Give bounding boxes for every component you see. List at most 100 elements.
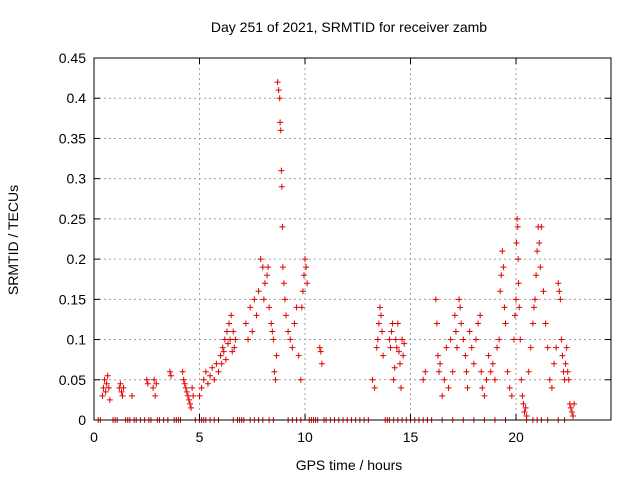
data-point — [511, 312, 518, 319]
x-tick-label: 15 — [403, 429, 419, 445]
data-point — [198, 384, 205, 391]
data-point — [106, 396, 113, 403]
data-point — [144, 380, 151, 387]
data-point — [376, 304, 383, 311]
x-axis-label: GPS time / hours — [296, 457, 403, 473]
data-point — [99, 392, 106, 399]
data-point — [515, 256, 522, 263]
data-point — [207, 372, 214, 379]
data-point — [468, 344, 475, 351]
data-point — [478, 368, 485, 375]
data-point — [202, 368, 209, 375]
data-point — [179, 368, 186, 375]
data-point — [388, 328, 395, 335]
data-point — [396, 360, 403, 367]
data-point — [265, 264, 272, 271]
data-point — [180, 376, 187, 383]
data-point — [266, 304, 273, 311]
data-point — [497, 288, 504, 295]
data-point — [377, 312, 384, 319]
grid-lines — [94, 58, 611, 420]
data-point — [209, 364, 216, 371]
data-point — [434, 352, 441, 359]
data-point — [449, 368, 456, 375]
data-point — [510, 336, 517, 343]
data-point — [253, 312, 260, 319]
data-point — [445, 384, 452, 391]
data-point — [152, 392, 159, 399]
data-point — [229, 348, 236, 355]
data-point — [255, 288, 262, 295]
y-tick-label: 0.3 — [67, 171, 87, 187]
data-point — [564, 368, 571, 375]
data-point — [557, 296, 564, 303]
data-point — [514, 223, 521, 230]
data-point — [285, 328, 292, 335]
data-point — [567, 404, 574, 411]
data-point — [274, 79, 281, 86]
x-tick-label: 20 — [508, 429, 524, 445]
data-point — [475, 320, 482, 327]
data-point — [278, 183, 285, 190]
data-point — [293, 304, 300, 311]
data-point — [452, 328, 459, 335]
y-tick-label: 0.25 — [59, 211, 86, 227]
data-point — [189, 384, 196, 391]
y-tick-label: 0.45 — [59, 50, 86, 66]
data-point — [518, 376, 525, 383]
data-point — [183, 388, 190, 395]
data-point — [279, 223, 286, 230]
x-tick-label: 0 — [90, 429, 98, 445]
data-point — [500, 264, 507, 271]
data-point — [188, 404, 195, 411]
data-point — [432, 296, 439, 303]
x-tick-label: 5 — [196, 429, 204, 445]
data-point — [281, 296, 288, 303]
y-tick-label: 0.1 — [67, 332, 87, 348]
data-point — [299, 288, 306, 295]
data-point — [538, 223, 545, 230]
data-point — [268, 320, 275, 327]
data-point — [517, 336, 524, 343]
data-point — [118, 388, 125, 395]
data-point — [534, 248, 541, 255]
data-point — [101, 376, 108, 383]
data-point — [562, 360, 569, 367]
data-point — [506, 384, 513, 391]
data-point — [389, 320, 396, 327]
data-point — [369, 376, 376, 383]
data-point — [187, 400, 194, 407]
data-point — [245, 336, 252, 343]
data-point — [200, 376, 207, 383]
data-point — [150, 384, 157, 391]
data-point — [231, 344, 238, 351]
data-point — [273, 352, 280, 359]
data-point — [536, 240, 543, 247]
data-point — [466, 328, 473, 335]
data-point — [220, 348, 227, 355]
data-point — [529, 320, 536, 327]
data-point — [393, 344, 400, 351]
data-point — [190, 392, 197, 399]
y-axis-ticks: 0 0.05 0.1 0.15 0.2 0.25 0.3 0.35 0.4 0.45 — [59, 50, 611, 428]
data-point — [224, 340, 231, 347]
data-point — [477, 312, 484, 319]
data-point — [420, 376, 427, 383]
data-point — [297, 376, 304, 383]
data-point — [522, 404, 529, 411]
data-point — [277, 119, 284, 126]
data-point — [513, 240, 520, 247]
data-point — [117, 380, 124, 387]
data-point — [317, 348, 324, 355]
data-point — [204, 380, 211, 387]
data-point — [217, 352, 224, 359]
data-point — [565, 376, 572, 383]
data-point — [302, 256, 309, 263]
y-tick-label: 0 — [78, 412, 86, 428]
data-point — [394, 320, 401, 327]
data-point — [379, 328, 386, 335]
data-point — [283, 312, 290, 319]
data-point — [401, 340, 408, 347]
data-point — [232, 336, 239, 343]
data-point — [553, 344, 560, 351]
